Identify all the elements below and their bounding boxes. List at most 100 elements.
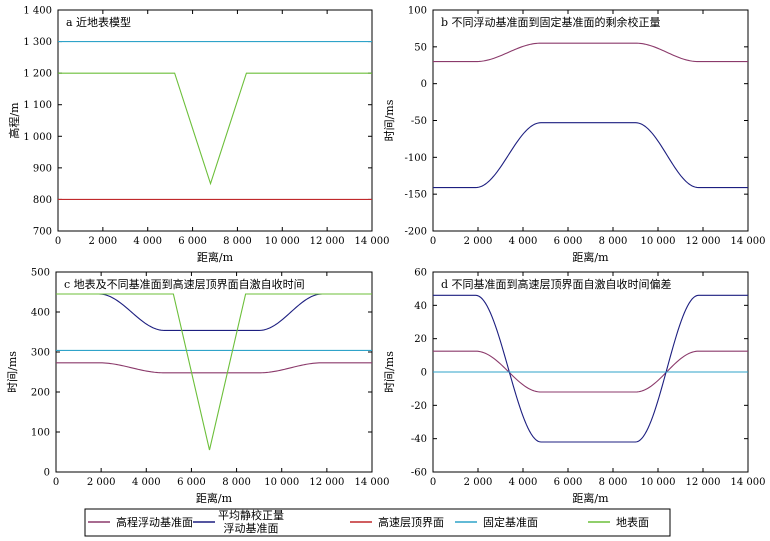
plot-frame [55, 271, 373, 473]
series-line [56, 362, 372, 374]
x-tick-label: 8 000 [222, 477, 251, 488]
legend-label: 固定基准面 [483, 515, 538, 529]
x-axis-label: 距离/m [196, 491, 233, 505]
x-axis-label: 距离/m [572, 250, 609, 264]
chart-title: b 不同浮动基准面到固定基准面的剩余校正量 [441, 15, 661, 29]
series-line [433, 122, 748, 189]
y-tick-label: 1 200 [23, 69, 52, 80]
legend-label: 地表面 [616, 515, 649, 529]
x-tick-label: 4 000 [509, 236, 538, 247]
y-tick-label: -40 [411, 434, 427, 445]
x-tick-label: 10 000 [264, 477, 299, 488]
legend-label: 平均静校正量 [218, 508, 284, 522]
x-axis-label: 距离/m [197, 250, 234, 264]
y-tick-label: -150 [405, 190, 427, 201]
y-axis-label: 高程/m [7, 102, 21, 139]
y-tick-label: 1 300 [23, 37, 52, 48]
y-tick-label: 50 [414, 42, 427, 53]
legend-label: 高速层顶界面 [378, 515, 444, 529]
legend-frame [84, 508, 671, 537]
x-tick-label: 0 [430, 477, 436, 488]
x-tick-label: 10 000 [265, 236, 300, 247]
y-tick-label: 100 [408, 6, 427, 17]
series-line [58, 72, 372, 186]
chart-panel-b: 0 2 000 4 000 6 000 8 000 10 000 12 000 14 000 -… [383, 6, 766, 265]
y-tick-label: 0 [44, 468, 50, 479]
x-tick-label: 14 000 [731, 236, 766, 247]
x-tick-label: 0 [53, 477, 59, 488]
y-tick-label: -100 [405, 153, 427, 164]
y-tick-label: 1 100 [23, 100, 52, 111]
x-tick-label: 4 000 [133, 236, 162, 247]
series-line [433, 350, 748, 393]
legend-label: 高程浮动基准面 [116, 515, 193, 529]
x-tick-label: 4 000 [509, 477, 538, 488]
chart-panel-d: 0 2 000 4 000 6 000 8 000 10 000 12 000 14 000 -… [383, 268, 766, 506]
x-tick-label: 14 000 [355, 236, 390, 247]
x-tick-label: 6 000 [554, 236, 583, 247]
legend-item: 固定基准面 [455, 515, 538, 529]
y-tick-label: 40 [414, 301, 427, 312]
x-tick-label: 14 000 [731, 477, 766, 488]
y-tick-label: 60 [414, 268, 427, 279]
y-tick-label: 1 400 [23, 6, 52, 17]
legend-item: 地表面 [588, 515, 649, 529]
x-tick-label: 6 000 [178, 236, 207, 247]
series-line [56, 293, 372, 331]
y-axis-label: 时间/ms [383, 99, 396, 141]
y-axis-label: 时间/ms [383, 351, 396, 393]
y-tick-label: -60 [411, 468, 427, 479]
y-tick-label: 800 [33, 195, 52, 206]
legend-label-line2: 浮动基准面 [224, 522, 279, 535]
x-tick-label: 14 000 [355, 477, 390, 488]
x-tick-label: 8 000 [223, 236, 252, 247]
x-tick-label: 4 000 [132, 477, 161, 488]
chart-title: c 地表及不同基准面到高速层顶界面自激自收时间 [64, 277, 305, 291]
series-line [433, 294, 748, 443]
y-tick-label: 200 [31, 388, 50, 399]
x-tick-label: 6 000 [554, 477, 583, 488]
x-tick-label: 8 000 [599, 477, 628, 488]
x-tick-label: 2 000 [87, 477, 116, 488]
x-tick-label: 0 [430, 236, 436, 247]
legend-item: 高速层顶界面 [350, 515, 444, 529]
x-tick-label: 0 [55, 236, 61, 247]
y-tick-label: -50 [411, 116, 427, 127]
x-tick-label: 12 000 [686, 477, 721, 488]
y-tick-label: 20 [414, 334, 427, 345]
x-tick-label: 12 000 [309, 477, 344, 488]
legend-item: 高程浮动基准面 [88, 515, 193, 529]
x-tick-label: 12 000 [686, 236, 721, 247]
y-tick-label: 0 [421, 79, 427, 90]
y-tick-label: 900 [33, 163, 52, 174]
y-tick-label: 700 [33, 227, 52, 238]
x-tick-label: 12 000 [310, 236, 345, 247]
series-line [56, 293, 372, 451]
y-tick-label: 100 [31, 428, 50, 439]
y-tick-label: 1 000 [23, 132, 52, 143]
x-tick-label: 10 000 [641, 477, 676, 488]
y-tick-label: 400 [31, 308, 50, 319]
y-tick-label: 0 [421, 368, 427, 379]
chart-title: a 近地表模型 [66, 15, 131, 29]
x-tick-label: 2 000 [89, 236, 118, 247]
x-tick-label: 2 000 [464, 236, 493, 247]
plot-frame [57, 9, 373, 232]
x-tick-label: 6 000 [177, 477, 206, 488]
x-tick-label: 8 000 [599, 236, 628, 247]
x-tick-label: 2 000 [464, 477, 493, 488]
chart-title: d 不同基准面到高速层顶界面自激自收时间偏差 [441, 277, 672, 291]
y-tick-label: 500 [31, 268, 50, 279]
x-axis-label: 距离/m [572, 491, 609, 505]
y-tick-label: 300 [31, 348, 50, 359]
y-axis-label: 时间/ms [6, 351, 19, 393]
y-tick-label: -20 [411, 401, 427, 412]
chart-panel-a: 0 2 000 4 000 6 000 8 000 10 000 12 000 14 000 7… [7, 6, 390, 265]
series-line [433, 42, 748, 63]
y-tick-label: -200 [405, 227, 427, 238]
chart-panel-c: 0 2 000 4 000 6 000 8 000 10 000 12 000 14 000 0… [6, 268, 390, 506]
x-tick-label: 10 000 [641, 236, 676, 247]
